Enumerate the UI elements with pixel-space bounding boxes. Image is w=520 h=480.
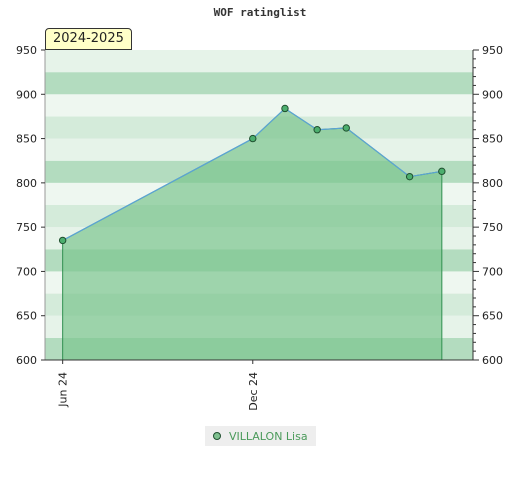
chart-title: WOF ratinglist <box>213 6 307 19</box>
data-point <box>58 236 67 245</box>
data-point <box>405 172 414 181</box>
x-tick-label: Dec 24 <box>247 372 260 411</box>
y-tick-label-right: 600 <box>482 354 503 367</box>
grid-band <box>45 116 473 139</box>
y-tick-label-left: 750 <box>16 221 37 234</box>
y-tick-label-left: 600 <box>16 354 37 367</box>
data-point <box>342 124 350 132</box>
y-tick-label-left: 650 <box>16 310 37 323</box>
markers <box>58 104 446 245</box>
y-tick-label-right: 700 <box>482 265 503 278</box>
y-tick-label-left: 800 <box>16 177 37 190</box>
y-tick-label-right: 850 <box>482 133 503 146</box>
y-tick-label-left: 950 <box>16 44 37 57</box>
grid-band <box>45 94 473 117</box>
y-tick-label-right: 650 <box>482 310 503 323</box>
data-point <box>313 126 321 134</box>
y-tick-label-right: 950 <box>482 44 503 57</box>
x-tick-label: Jun 24 <box>57 372 70 408</box>
axes: 600 600 650 650 700 700 750 750 800 800 850 850 900 9… <box>16 44 503 411</box>
data-point <box>438 167 446 176</box>
y-tick-label-left: 900 <box>16 88 37 101</box>
legend[interactable]: VILLALON Lisa <box>205 426 316 446</box>
y-tick-label-left: 850 <box>16 133 37 146</box>
y-tick-label-right: 750 <box>482 221 503 234</box>
legend-marker-icon <box>213 432 221 440</box>
grid-band <box>45 72 473 95</box>
season-badge: 2024-2025 <box>45 28 132 50</box>
grid-band <box>45 50 473 73</box>
y-tick-label-right: 900 <box>482 88 503 101</box>
data-point <box>249 134 257 143</box>
y-tick-label-right: 800 <box>482 177 503 190</box>
y-tick-label-left: 700 <box>16 265 37 278</box>
legend-label: VILLALON Lisa <box>229 429 308 443</box>
data-point <box>281 104 289 113</box>
